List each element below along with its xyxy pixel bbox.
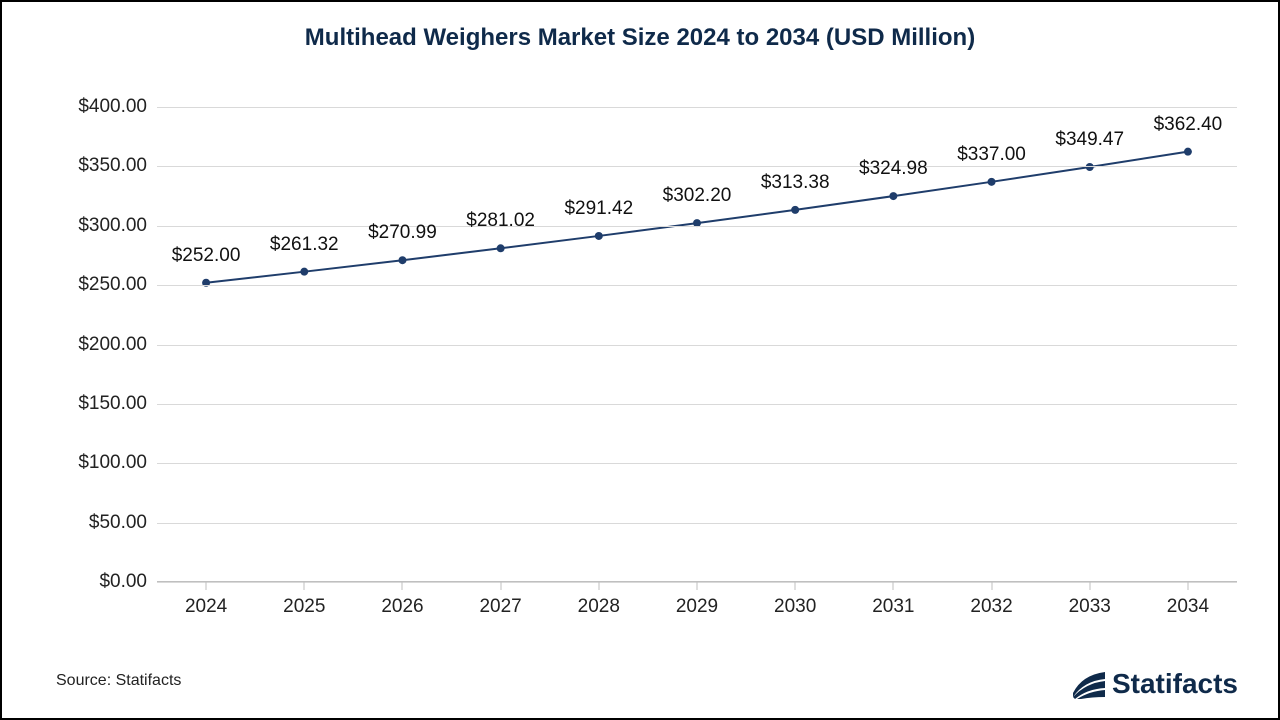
series-line [206, 152, 1188, 283]
gridline [157, 107, 1237, 108]
gridline [157, 226, 1237, 227]
plot-area: $0.00$50.00$100.00$150.00$200.00$250.00$… [157, 107, 1237, 582]
data-point [889, 192, 897, 200]
gridline [157, 345, 1237, 346]
statifacts-icon [1072, 669, 1106, 699]
y-tick-label: $150.00 [78, 393, 157, 415]
y-tick-label: $100.00 [78, 452, 157, 474]
y-tick-label: $300.00 [78, 215, 157, 237]
data-label: $302.20 [663, 185, 732, 207]
data-label: $281.02 [466, 210, 535, 232]
gridline [157, 523, 1237, 524]
x-tick-label: 2028 [578, 582, 620, 618]
data-label: $270.99 [368, 222, 437, 244]
source-attribution: Source: Statifacts [56, 672, 181, 690]
brand-logo: Statifacts [1072, 668, 1238, 700]
data-label: $313.38 [761, 172, 830, 194]
x-tick-label: 2032 [970, 582, 1012, 618]
gridline [157, 404, 1237, 405]
data-point [300, 268, 308, 276]
y-tick-label: $350.00 [78, 155, 157, 177]
x-tick-label: 2030 [774, 582, 816, 618]
data-point [595, 232, 603, 240]
x-tick-label: 2033 [1069, 582, 1111, 618]
data-point [1184, 148, 1192, 156]
data-label: $324.98 [859, 158, 928, 180]
x-tick-label: 2026 [381, 582, 423, 618]
y-tick-label: $200.00 [78, 334, 157, 356]
data-label: $261.32 [270, 234, 339, 256]
chart-frame: Multihead Weighers Market Size 2024 to 2… [0, 0, 1280, 720]
y-tick-label: $400.00 [78, 96, 157, 118]
x-tick-label: 2034 [1167, 582, 1209, 618]
chart-title: Multihead Weighers Market Size 2024 to 2… [2, 24, 1278, 52]
x-tick-label: 2029 [676, 582, 718, 618]
data-point [791, 206, 799, 214]
y-tick-label: $250.00 [78, 274, 157, 296]
data-label: $252.00 [172, 245, 241, 267]
data-label: $337.00 [957, 144, 1026, 166]
data-label: $291.42 [564, 198, 633, 220]
data-point [398, 256, 406, 264]
x-tick-label: 2024 [185, 582, 227, 618]
gridline [157, 166, 1237, 167]
data-point [988, 178, 996, 186]
x-tick-label: 2031 [872, 582, 914, 618]
brand-text: Statifacts [1112, 668, 1238, 700]
gridline [157, 285, 1237, 286]
y-tick-label: $50.00 [89, 512, 157, 534]
gridline [157, 463, 1237, 464]
data-label: $349.47 [1055, 129, 1124, 151]
x-tick-label: 2027 [479, 582, 521, 618]
data-label: $362.40 [1154, 114, 1223, 136]
x-tick-label: 2025 [283, 582, 325, 618]
y-tick-label: $0.00 [99, 571, 157, 593]
data-point [497, 244, 505, 252]
